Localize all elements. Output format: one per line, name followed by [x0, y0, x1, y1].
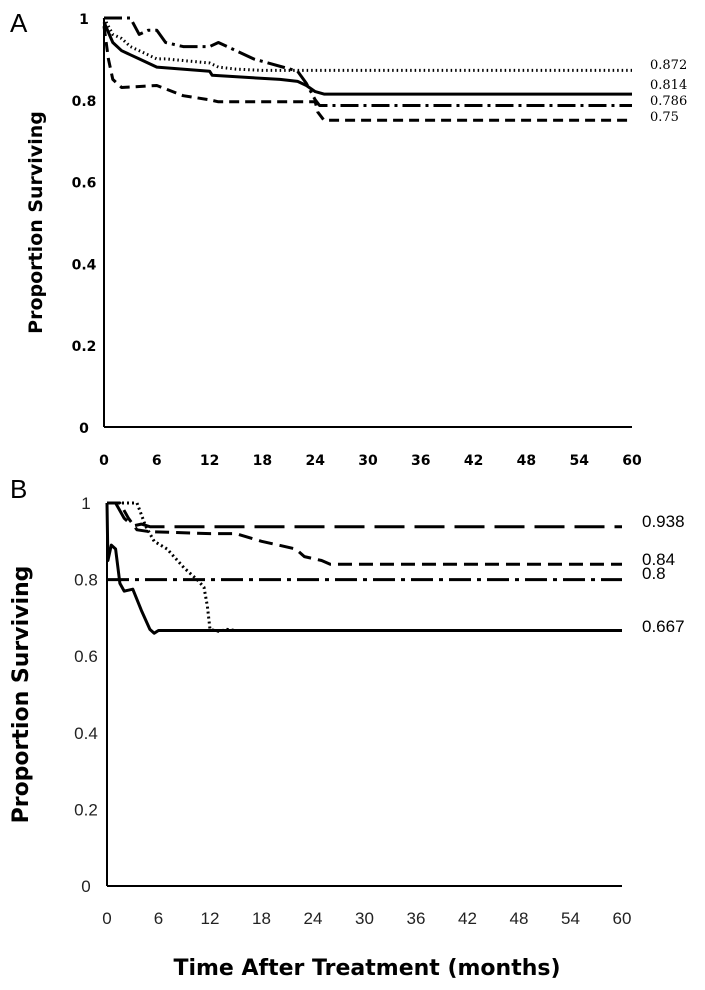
x-tick-label: 30	[355, 909, 374, 928]
y-tick-label: 0.2	[74, 800, 98, 819]
panel-label-b: B	[10, 474, 27, 504]
y-tick-label: 0	[79, 421, 89, 437]
y-tick-label: 0.6	[74, 647, 98, 666]
survival-curve-long-dash	[107, 501, 622, 529]
y-tick-label: 1	[79, 12, 89, 28]
x-tick-label: 12	[201, 909, 220, 928]
x-tick-label: 12	[200, 453, 219, 469]
x-tick-label: 42	[458, 909, 477, 928]
y-tick-label: 0.6	[72, 176, 97, 192]
y-tick-label: 0.8	[74, 571, 98, 590]
x-tick-label: 36	[407, 909, 426, 928]
x-tick-label: 0	[99, 453, 109, 469]
y-axis-label: Proportion Surviving	[25, 111, 47, 334]
x-tick-label: 48	[517, 453, 536, 469]
chart-panel-b: 0 6 12 18 24 30 36 42 48 54 60 0 0.2 0.4 0.6 0.8 1 Propor…	[9, 494, 685, 928]
x-tick-label: 30	[358, 453, 378, 469]
end-value-label: 0.814	[650, 78, 687, 93]
x-tick-label: 24	[305, 453, 325, 469]
y-tick-label: 0.4	[74, 724, 98, 743]
survival-curve-solid	[105, 502, 622, 635]
y-tick-label: 1	[81, 494, 90, 513]
panel-label-a: A	[10, 8, 28, 38]
x-tick-label: 24	[304, 909, 323, 928]
x-axis-label: Time After Treatment (months)	[173, 956, 560, 981]
survival-curve-dotted	[102, 17, 632, 72]
x-tick-label: 54	[569, 453, 589, 469]
survival-curve-solid	[102, 21, 632, 96]
x-tick-label: 48	[510, 909, 529, 928]
chart-panel-a: 0 6 12 18 24 30 36 42 48 54 60 0 0.2 0.4 0.6 0.8 1 Propor…	[25, 12, 687, 469]
end-value-label: 0.75	[650, 110, 679, 125]
end-value-label: 0.8	[642, 564, 666, 583]
survival-curve-dashed	[102, 25, 632, 122]
x-tick-label: 18	[252, 909, 271, 928]
end-value-label: 0.938	[642, 512, 685, 531]
survival-curve-dashed	[107, 501, 622, 566]
x-tick-label: 6	[154, 909, 163, 928]
y-tick-label: 0.8	[72, 94, 97, 110]
x-tick-label: 36	[411, 453, 430, 469]
x-tick-label: 42	[464, 453, 483, 469]
survival-curve-dash-dot	[104, 16, 632, 107]
end-value-label: 0.786	[650, 94, 687, 109]
x-tick-label: 60	[622, 453, 642, 469]
end-value-label: 0.84	[642, 550, 675, 569]
y-tick-label: 0.4	[72, 257, 97, 273]
y-tick-label: 0	[81, 877, 90, 896]
y-axis-label: Proportion Surviving	[9, 566, 34, 824]
y-tick-label: 0.2	[72, 339, 97, 355]
end-value-label: 0.667	[642, 617, 685, 636]
x-tick-label: 6	[152, 453, 162, 469]
x-tick-label: 60	[613, 909, 632, 928]
survival-curve-dotted	[107, 501, 236, 633]
x-tick-label: 0	[102, 909, 111, 928]
end-value-label: 0.872	[650, 58, 687, 73]
x-tick-label: 18	[253, 453, 272, 469]
x-tick-label: 54	[561, 909, 580, 928]
